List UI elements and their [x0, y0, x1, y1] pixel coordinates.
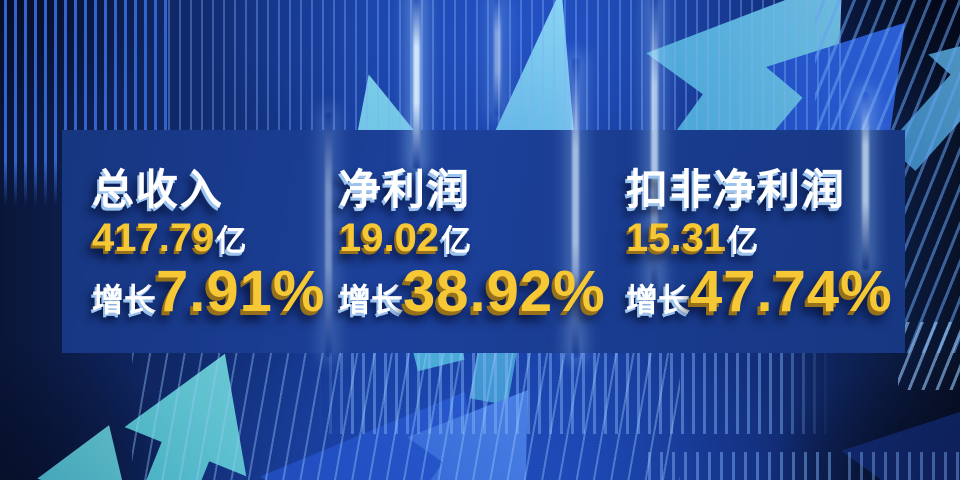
- vertical-stripes-decor: [168, 0, 848, 131]
- metric-growth-row: 增长38.92%: [339, 258, 606, 325]
- light-streak-decor: [862, 92, 869, 270]
- growth-prefix-label: 增长: [339, 282, 404, 318]
- metric-value: 15.31: [626, 216, 727, 260]
- growth-value: 47.74%: [690, 259, 893, 324]
- vertical-lines-decor: [648, 452, 832, 480]
- metric-value-row: 417.79亿: [92, 216, 246, 261]
- diagonal-lines-decor: [132, 345, 680, 480]
- growth-value: 38.92%: [403, 259, 606, 324]
- growth-value: 7.91%: [156, 259, 326, 324]
- metric-label: 扣非净利润: [626, 166, 847, 213]
- metric-growth-row: 增长7.91%: [92, 258, 325, 325]
- diagonal-lines-decor: [898, 322, 960, 390]
- metric-value: 19.02: [339, 216, 440, 260]
- metric-value-row: 15.31亿: [626, 216, 758, 261]
- metric-value: 417.79: [92, 216, 215, 260]
- light-streak-decor: [325, 112, 332, 357]
- vertical-lines-decor: [848, 452, 960, 480]
- metric-value-row: 19.02亿: [339, 216, 471, 261]
- light-streak-decor: [413, 0, 420, 169]
- vertical-stripes-decor: [318, 352, 832, 434]
- metric-unit: 亿: [216, 225, 247, 258]
- metrics-panel: [62, 130, 905, 353]
- metric-unit: 亿: [441, 225, 472, 258]
- growth-prefix-label: 增长: [92, 282, 157, 318]
- light-streak-decor: [494, 0, 501, 116]
- metric-growth-row: 增长47.74%: [626, 258, 893, 325]
- light-streak-decor: [651, 0, 658, 294]
- metric-label: 总收入: [92, 166, 225, 213]
- metric-unit: 亿: [728, 225, 759, 258]
- metric-label: 净利润: [339, 166, 472, 213]
- light-streak-decor: [572, 58, 579, 358]
- growth-prefix-label: 增长: [626, 282, 691, 318]
